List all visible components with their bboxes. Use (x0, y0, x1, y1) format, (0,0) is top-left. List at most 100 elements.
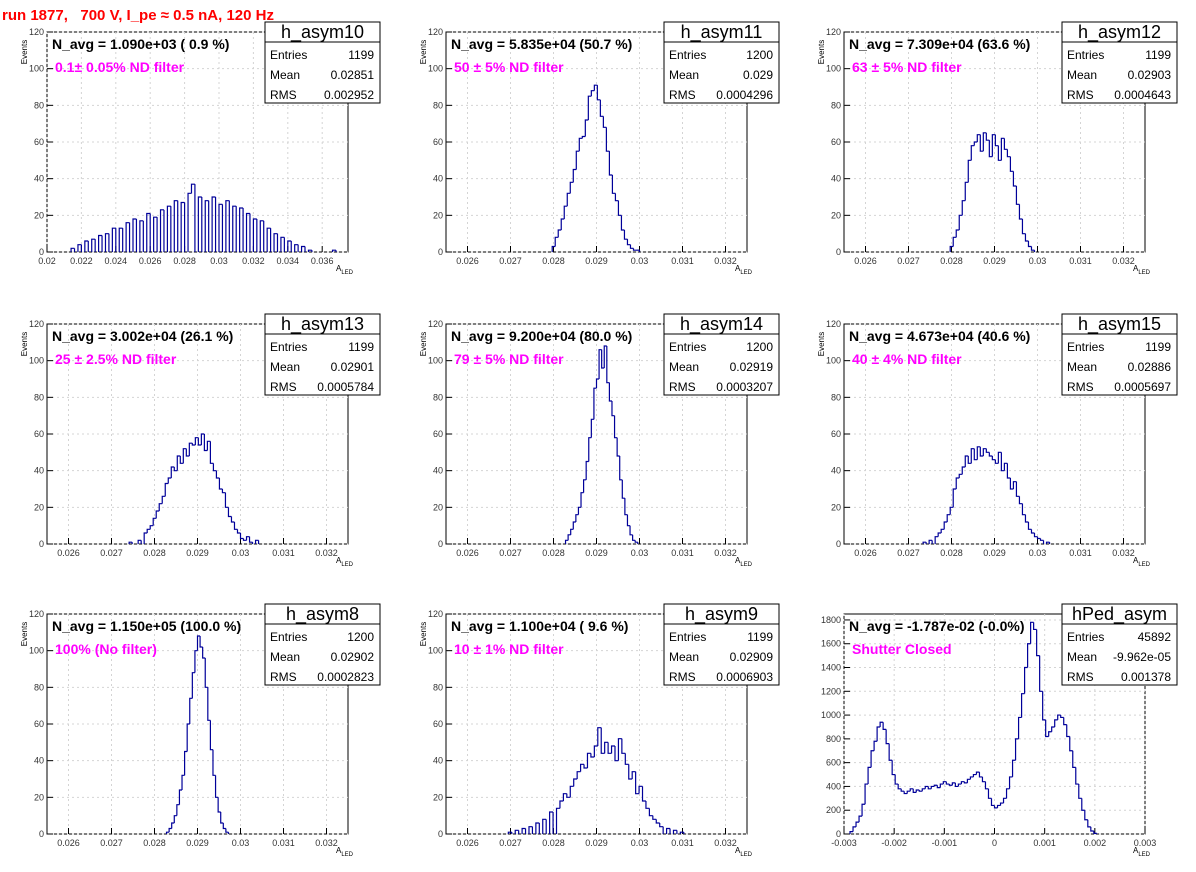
stat-value: 0.02903 (1128, 68, 1172, 82)
x-tick-label: 0.03 (631, 838, 649, 848)
histogram-panel-h_asym10: 0.02 0.022 0.024 0.026 0.028 0.03 0.032 0.034 0.… (20, 21, 381, 276)
histogram-bin (575, 150, 580, 170)
stats-box (663, 623, 780, 686)
histogram-bin (576, 771, 581, 779)
histogram-bin (128, 541, 133, 544)
x-tick-label: 0.031 (671, 548, 694, 558)
histogram-bin (858, 815, 863, 823)
histogram-bin (1084, 810, 1088, 821)
x-tick-label: 0.026 (139, 256, 162, 266)
histogram-bin (948, 784, 953, 786)
histogram-bin (621, 479, 625, 499)
y-tick-label: 80 (34, 682, 44, 692)
histogram-bin (170, 466, 175, 478)
histogram-bin (290, 241, 299, 252)
histogram-bin (197, 437, 202, 446)
histogram-bin (249, 213, 257, 252)
histogram-bin (214, 197, 223, 252)
histogram-bin (676, 830, 684, 834)
stat-value: 0.0004643 (1114, 88, 1171, 102)
x-tick-label: 0.032 (714, 256, 737, 266)
histogram-bin (1009, 478, 1014, 490)
histogram-bin (1081, 798, 1085, 811)
histogram-bin (131, 539, 142, 544)
histogram-bin (188, 442, 193, 456)
histogram-bin (181, 774, 185, 790)
histogram-bin (263, 220, 271, 252)
histogram-bin (554, 236, 559, 247)
histogram-bin (641, 786, 646, 802)
histogram-bin (867, 766, 872, 785)
histogram-bin (997, 451, 1002, 464)
histogram-name: h_asym10 (281, 22, 364, 43)
stats-box (1061, 41, 1178, 104)
x-axis-title: ALED (1133, 264, 1151, 276)
histogram-bin (563, 205, 568, 219)
x-tick-label: 0.031 (671, 256, 694, 266)
y-tick-label: 40 (433, 756, 443, 766)
navg-annotation: N_avg = 7.309e+04 (63.6 %) (849, 36, 1030, 52)
y-tick-label: 40 (831, 174, 841, 184)
stat-label: Entries (270, 340, 307, 354)
histogram-bin (870, 750, 875, 768)
histogram-bin (993, 805, 998, 809)
histogram-panel-h_asym12: 0.026 0.027 0.028 0.029 0.03 0.031 0.032 0 20 40 6… (817, 21, 1178, 276)
histogram-bin (227, 507, 232, 518)
stat-value: 1200 (746, 48, 773, 62)
y-tick-label: 0 (438, 247, 443, 257)
histogram-bin (952, 488, 957, 508)
y-tick-label: 1800 (821, 615, 841, 625)
x-tick-label: 0.031 (272, 548, 295, 558)
histogram-bin (628, 764, 633, 780)
histogram-bin (557, 229, 562, 238)
histogram-bin (161, 495, 166, 504)
histogram-bin (605, 127, 610, 152)
histogram-bin (891, 760, 896, 776)
x-tick-label: 0.027 (897, 256, 920, 266)
histogram-bin (1039, 655, 1043, 692)
y-tick-label: 0 (438, 829, 443, 839)
stat-label: Mean (669, 360, 699, 374)
y-tick-label: 1200 (821, 686, 841, 696)
histogram-bin (629, 525, 633, 536)
histogram-bin (87, 238, 96, 252)
histogram-bin (236, 529, 241, 534)
x-tick-label: 0.031 (671, 838, 694, 848)
stat-value: 1199 (348, 48, 374, 62)
histogram-bin (849, 831, 854, 834)
histogram-name: h_asym13 (281, 314, 364, 335)
histogram-bin (984, 781, 989, 790)
stat-value: 0.0002823 (317, 670, 374, 684)
histogram-bin (1033, 622, 1037, 631)
histogram-bin (149, 525, 154, 530)
histogram-bin (882, 722, 887, 730)
histogram-bin (1023, 666, 1028, 694)
histogram-bin (221, 489, 226, 494)
histogram-bin (581, 135, 586, 139)
histogram-bin (202, 647, 206, 659)
histogram-bin (225, 828, 229, 833)
histogram-bin (969, 776, 974, 780)
x-tick-label: 0.031 (272, 838, 295, 848)
histogram-bin (155, 510, 160, 519)
histogram-bin (888, 743, 893, 761)
stat-value: 1199 (1145, 340, 1171, 354)
histogram-bin (982, 448, 987, 456)
histogram-bin (311, 249, 336, 252)
histogram-bin (569, 785, 574, 798)
histogram-bin (201, 197, 209, 252)
histogram-bin (987, 788, 992, 799)
histogram-bin (167, 477, 172, 484)
y-axis-title: Events (419, 40, 428, 64)
stat-label: Entries (1067, 340, 1104, 354)
histogram-bin (946, 514, 951, 522)
histogram-bin (652, 815, 657, 820)
histogram-bin (613, 415, 618, 439)
x-tick-label: -0.001 (932, 838, 958, 848)
x-tick-label: 0.028 (940, 256, 963, 266)
stats-box (663, 41, 780, 104)
x-tick-label: 0.029 (186, 548, 209, 558)
histogram-bin (638, 785, 643, 794)
y-axis-title: Events (817, 40, 826, 64)
y-tick-label: 60 (831, 137, 841, 147)
